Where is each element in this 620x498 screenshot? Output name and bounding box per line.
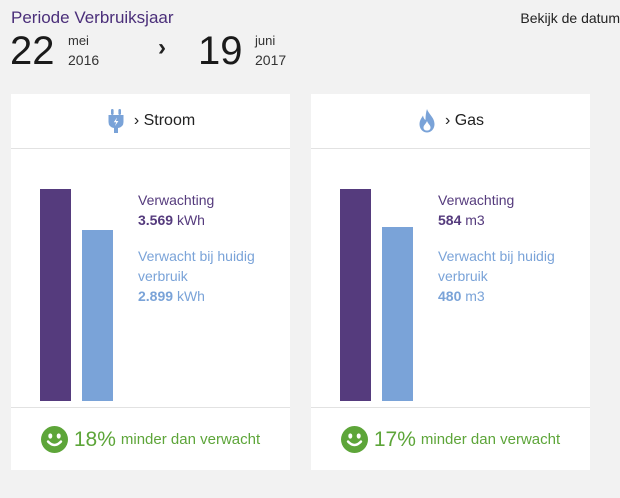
current-usage-label: Verwacht bij huidig verbruik [438,248,555,284]
date-from-year: 2016 [68,52,100,68]
gas-info: Verwachting 584 m3 Verwacht bij huidig v… [438,190,578,306]
date-to-day: 19 [198,29,243,73]
date-arrow-icon: › [158,34,166,61]
current-usage-number: 2.899 [138,288,174,304]
expected-value: 584 m3 [438,210,578,230]
current-usage-value: 480 m3 [438,286,578,306]
stroom-summary: 18% minder dan verwacht [11,407,290,471]
stroom-card-header[interactable]: › Stroom [11,94,290,149]
expected-value: 3.569 kWh [138,210,278,230]
stroom-info: Verwachting 3.569 kWh Verwacht bij huidi… [138,190,278,306]
plug-icon [106,108,126,134]
summary-text: minder dan verwacht [420,431,561,448]
current-usage-bar [382,227,413,401]
date-from-month: mei [68,33,89,48]
stroom-card-title: › Stroom [133,112,196,129]
current-usage-label: Verwacht bij huidig verbruik [138,248,255,284]
current-usage-unit: kWh [176,288,205,304]
current-usage-value: 2.899 kWh [138,286,278,306]
view-dates-link[interactable]: Bekijk de datum [520,10,620,26]
expected-bar [340,189,371,401]
expected-number: 584 [438,212,462,228]
summary-percent: 18% [73,427,116,451]
expected-label: Verwachting [438,192,515,208]
expected-unit: m3 [465,212,485,228]
smiley-icon [40,426,68,453]
expected-unit: kWh [176,212,205,228]
gas-card-title: › Gas [444,112,485,129]
period-title: Periode Verbruiksjaar [11,8,174,27]
expected-number: 3.569 [138,212,174,228]
current-usage-bar [82,230,113,401]
flame-icon [417,108,437,134]
current-usage-number: 480 [438,288,462,304]
stroom-card: › Stroom Verwachting 3.569 kWh Verwacht … [11,94,290,470]
gas-card: › Gas Verwachting 584 m3 Verwacht bij hu… [311,94,590,470]
gas-summary: 17% minder dan verwacht [311,407,590,471]
date-to-year: 2017 [255,52,287,68]
summary-text: minder dan verwacht [120,431,261,448]
gas-card-header[interactable]: › Gas [311,94,590,149]
date-from-day: 22 [10,29,55,73]
expected-bar [40,189,71,401]
expected-label: Verwachting [138,192,215,208]
summary-percent: 17% [373,427,416,451]
current-usage-unit: m3 [465,288,485,304]
smiley-icon [340,426,368,453]
date-to-month: juni [255,33,276,48]
